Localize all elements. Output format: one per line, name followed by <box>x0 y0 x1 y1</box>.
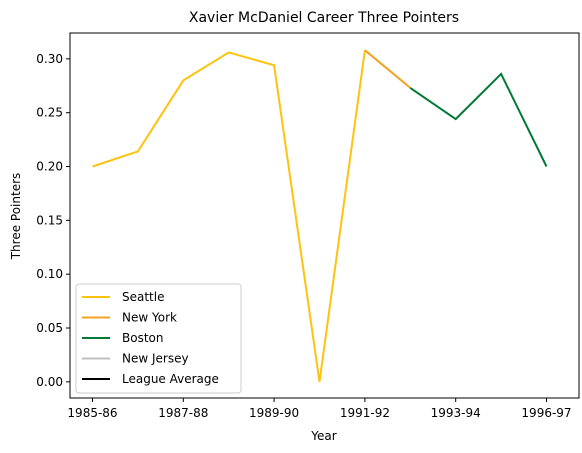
x-axis: 1985-86 1987-88 1989-90 1991-92 1993-94 1996-… <box>67 398 572 420</box>
x-tick-label: 1996-97 <box>521 406 571 420</box>
x-axis-title: Year <box>310 429 336 443</box>
y-axis-title: Three Pointers <box>9 173 23 261</box>
series-line-seattle <box>92 50 366 382</box>
plot-area-frame <box>69 32 580 399</box>
legend: Seattle New York Boston New Jersey League Av… <box>75 283 242 394</box>
series-line-boston <box>409 72 548 167</box>
y-tick-label: 0.30 <box>36 52 63 66</box>
y-tick-label: 0.05 <box>36 321 63 335</box>
series-lines <box>92 49 548 382</box>
chart-title: Xavier McDaniel Career Three Pointers <box>189 10 459 26</box>
x-tick-label: 1991-92 <box>340 406 390 420</box>
legend-label: Seattle <box>122 290 164 304</box>
y-tick-label: 0.15 <box>36 213 63 227</box>
y-axis: 0.00 0.05 0.10 0.15 0.20 0.25 0.30 <box>36 52 70 389</box>
legend-label: Boston <box>122 331 163 345</box>
y-tick-label: 0.20 <box>36 160 63 174</box>
legend-label: League Average <box>122 372 219 386</box>
legend-box <box>75 283 242 394</box>
x-tick-label: 1993-94 <box>431 406 481 420</box>
x-tick-label: 1987-88 <box>158 406 208 420</box>
y-tick-label: 0.25 <box>36 106 63 120</box>
legend-label: New Jersey <box>122 352 189 366</box>
x-tick-label: 1985-86 <box>67 406 117 420</box>
y-tick-label: 0.00 <box>36 375 63 389</box>
series-line-new-york <box>364 49 411 89</box>
legend-label: New York <box>122 311 177 325</box>
y-tick-label: 0.10 <box>36 267 63 281</box>
x-tick-label: 1989-90 <box>249 406 299 420</box>
